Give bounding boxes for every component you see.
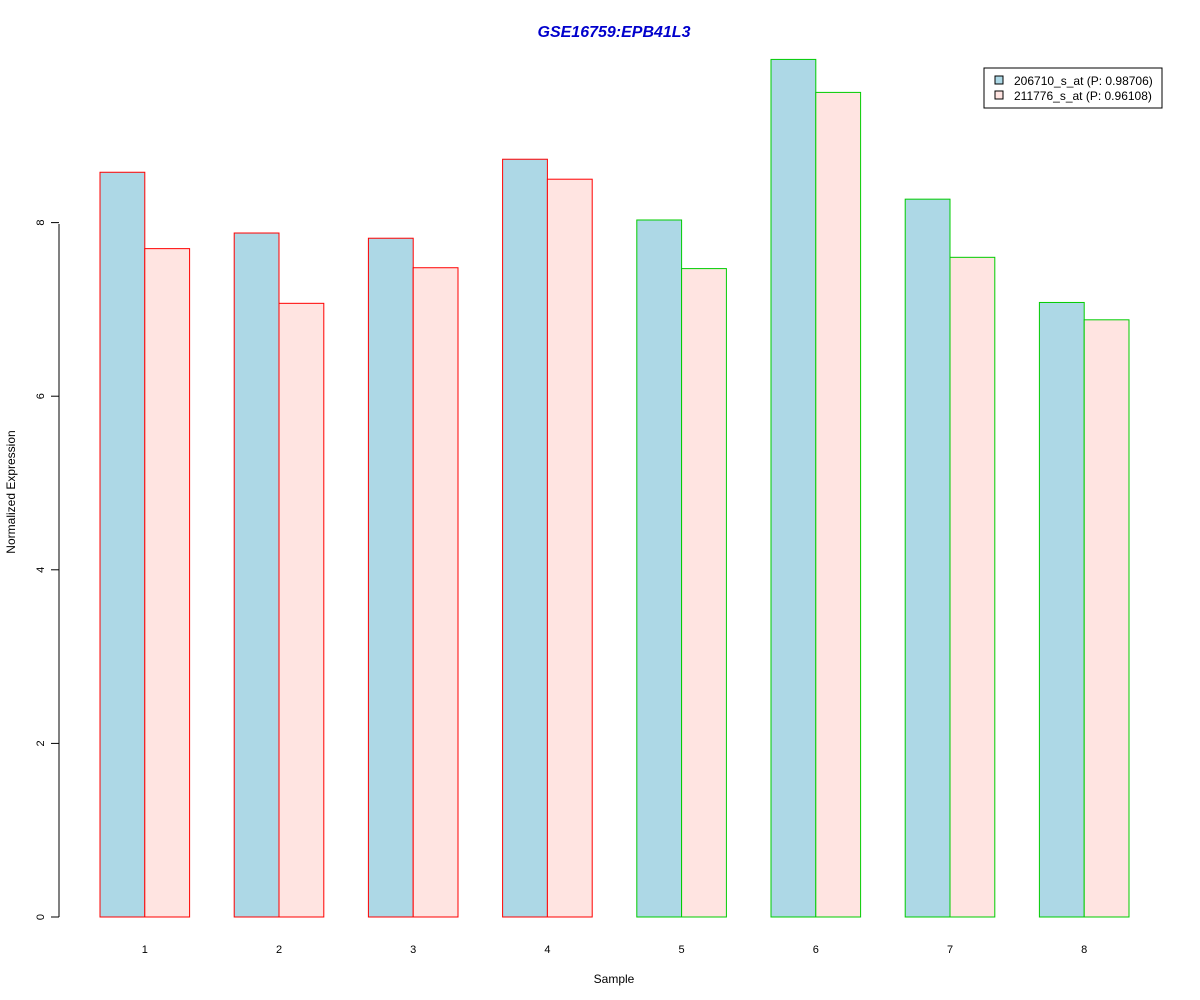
bar-sample-6-series-1 (770, 58, 817, 918)
y-tick-labels: 0 2 4 6 8 (35, 220, 59, 920)
bar-sample-1-series-2 (144, 248, 191, 918)
x-tick-label: 2 (276, 944, 282, 956)
legend-label-1: 206710_s_at (P: 0.98706) (1014, 74, 1153, 88)
x-tick-label: 5 (679, 944, 685, 956)
x-tick-label: 7 (947, 944, 953, 956)
legend: 206710_s_at (P: 0.98706) 211776_s_at (P:… (983, 67, 1163, 109)
bar-sample-4-series-1 (502, 158, 548, 918)
bar-sample-7-series-2 (949, 256, 996, 918)
bar-sample-2-series-1 (233, 232, 280, 918)
x-axis-label: Sample (594, 972, 635, 986)
y-tick-label: 6 (35, 393, 47, 399)
legend-swatch-1 (994, 75, 1004, 85)
bars-group (99, 58, 1130, 918)
bar-sample-3-series-1 (367, 237, 414, 918)
x-tick-label: 6 (813, 944, 819, 956)
x-tick-label: 4 (544, 944, 550, 956)
legend-label-2: 211776_s_at (P: 0.96108) (1014, 89, 1152, 103)
bar-sample-8-series-2 (1083, 319, 1130, 918)
bar-sample-5-series-2 (681, 268, 727, 918)
x-tick-labels: 1 2 3 4 5 6 7 8 (142, 944, 1088, 956)
y-axis-label: Normalized Expression (4, 430, 18, 553)
bar-sample-3-series-2 (412, 267, 459, 918)
chart-title: GSE16759:EPB41L3 (538, 24, 691, 41)
bar-sample-1-series-1 (99, 171, 146, 918)
x-tick-label: 3 (410, 944, 416, 956)
legend-box (983, 67, 1163, 109)
x-tick-label: 1 (142, 944, 148, 956)
bar-sample-2-series-2 (278, 302, 325, 918)
x-tick-label: 8 (1081, 944, 1087, 956)
y-tick-label: 2 (35, 740, 47, 746)
bar-sample-4-series-2 (546, 178, 593, 918)
y-tick-label: 4 (35, 567, 47, 573)
bar-sample-7-series-1 (904, 198, 951, 918)
bar-sample-6-series-2 (815, 91, 862, 918)
y-tick-label: 0 (35, 914, 47, 920)
bar-sample-5-series-1 (636, 219, 683, 918)
y-tick-label: 8 (35, 220, 47, 226)
bar-sample-8-series-1 (1038, 301, 1085, 918)
legend-swatch-2 (994, 90, 1004, 100)
